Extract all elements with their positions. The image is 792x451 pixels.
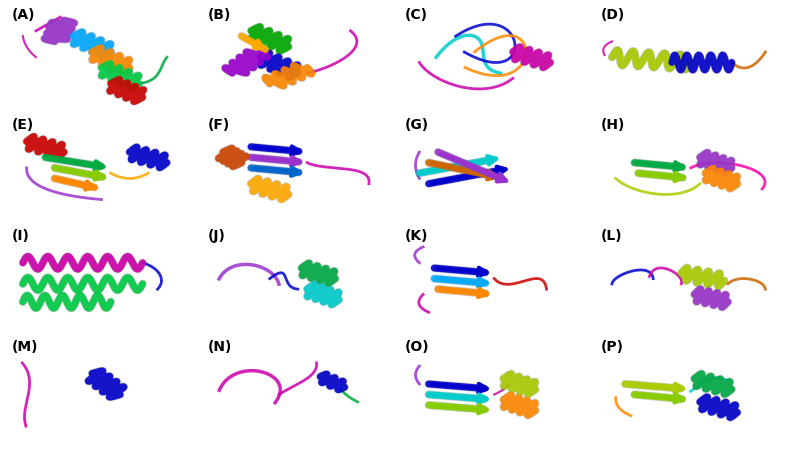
Text: (H): (H) <box>601 118 625 132</box>
Text: (E): (E) <box>12 118 34 132</box>
Text: (A): (A) <box>12 8 35 22</box>
Text: (K): (K) <box>405 229 428 243</box>
Text: (D): (D) <box>601 8 625 22</box>
Text: (J): (J) <box>208 229 226 243</box>
Text: (F): (F) <box>208 118 230 132</box>
Text: (G): (G) <box>405 118 428 132</box>
Text: (N): (N) <box>208 340 232 354</box>
Text: (L): (L) <box>601 229 623 243</box>
Text: (B): (B) <box>208 8 231 22</box>
Text: (O): (O) <box>405 340 429 354</box>
Text: (P): (P) <box>601 340 624 354</box>
Text: (C): (C) <box>405 8 428 22</box>
Text: (M): (M) <box>12 340 38 354</box>
Text: (I): (I) <box>12 229 29 243</box>
